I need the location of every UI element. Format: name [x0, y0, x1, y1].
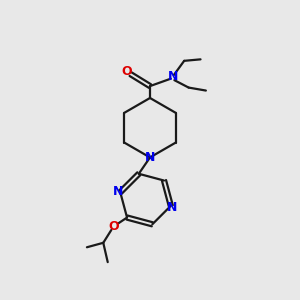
Text: N: N — [145, 151, 155, 164]
Text: O: O — [108, 220, 119, 233]
Text: N: N — [113, 184, 123, 198]
Text: N: N — [168, 70, 178, 83]
Text: O: O — [122, 65, 132, 78]
Text: N: N — [167, 200, 178, 214]
